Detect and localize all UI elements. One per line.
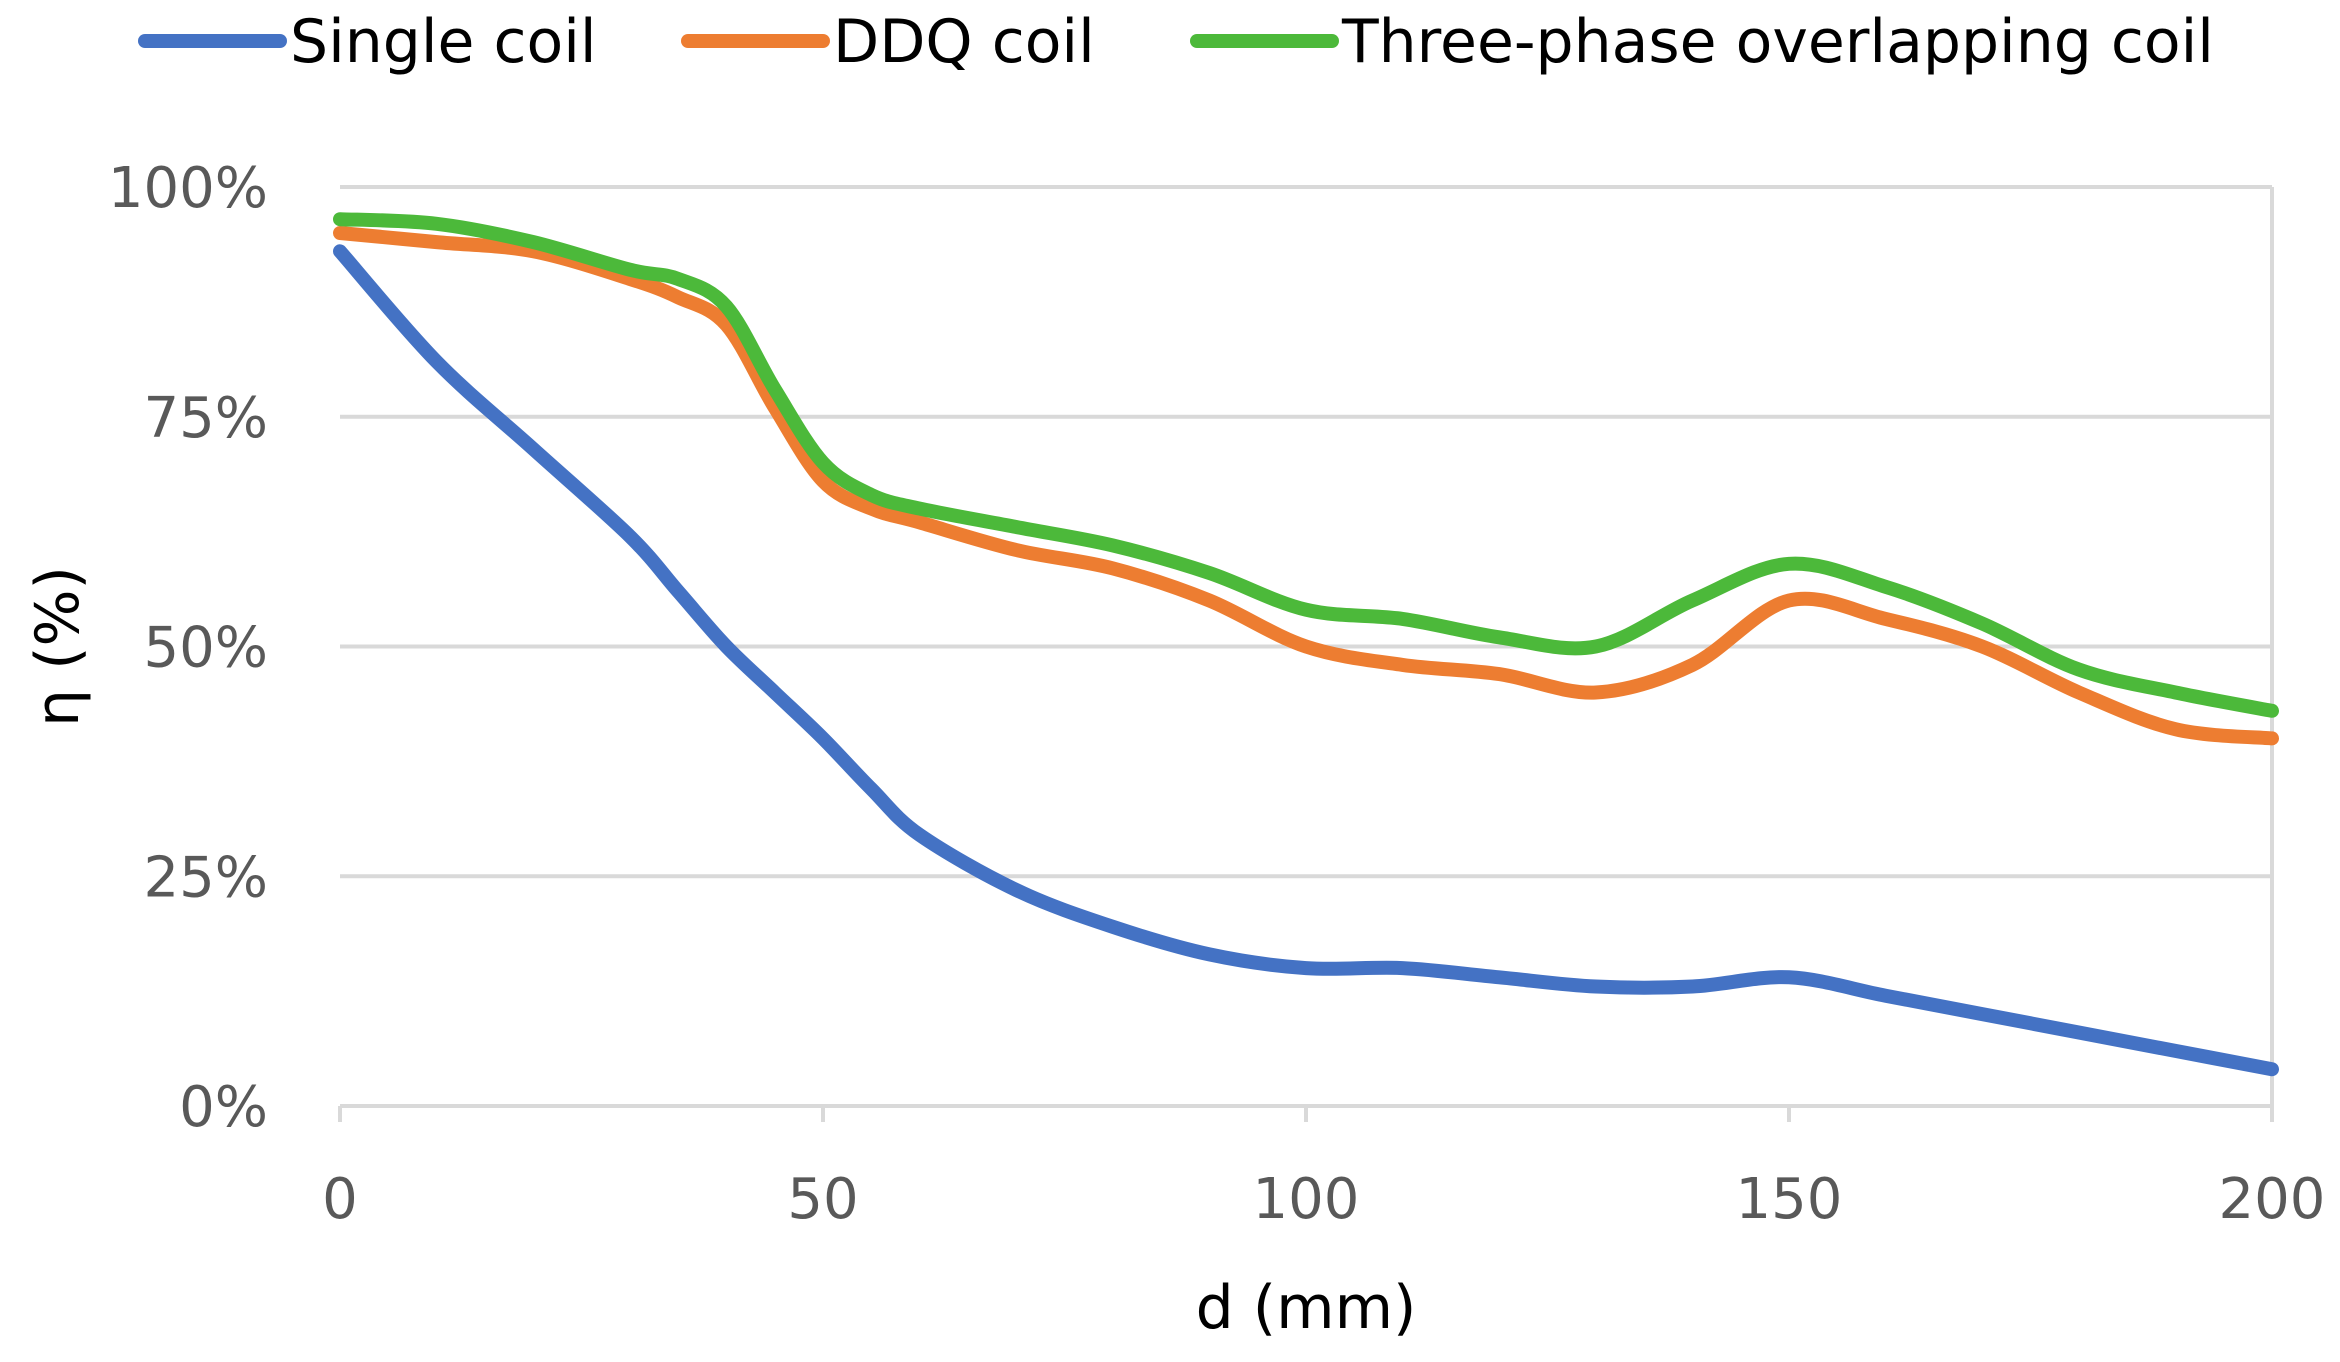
y-tick-label: 0% [179,1075,268,1140]
series-lines [340,219,2272,1069]
legend-item-single-coil: Single coil [145,7,597,77]
legend-label: DDQ coil [833,7,1095,77]
y-tick-label: 100% [108,156,268,221]
legend-item-ddq-coil: DDQ coil [688,7,1095,77]
y-tick-label: 75% [144,386,268,451]
y-axis-title: η (%) [23,566,93,727]
x-axis-title: d (mm) [1196,1273,1417,1343]
x-tick-label: 100 [1253,1167,1360,1232]
chart-container: 0% 25% 50% 75% 100% 0 50 100 150 200 Single coil D… [0,0,2340,1357]
y-tick-label: 50% [144,616,268,681]
legend-label: Three-phase overlapping coil [1341,7,2214,77]
x-tick-label: 200 [2219,1167,2326,1232]
series-line-ddq-coil [340,233,2272,738]
y-tick-label: 25% [144,845,268,910]
x-tick-label: 50 [787,1167,858,1232]
x-tick-label: 150 [1736,1167,1843,1232]
series-line-single-coil [340,251,2272,1069]
legend-item-three-phase-overlapping-coil: Three-phase overlapping coil [1197,7,2214,77]
legend-label: Single coil [290,7,597,77]
legend: Single coil DDQ coil Three-phase overlappi… [145,7,2214,77]
x-tick-label: 0 [322,1167,358,1232]
axes: 0% 25% 50% 75% 100% 0 50 100 150 200 [108,156,2326,1232]
line-chart: 0% 25% 50% 75% 100% 0 50 100 150 200 Single coil D… [0,0,2340,1357]
series-line-three-phase-overlapping-coil [340,219,2272,711]
